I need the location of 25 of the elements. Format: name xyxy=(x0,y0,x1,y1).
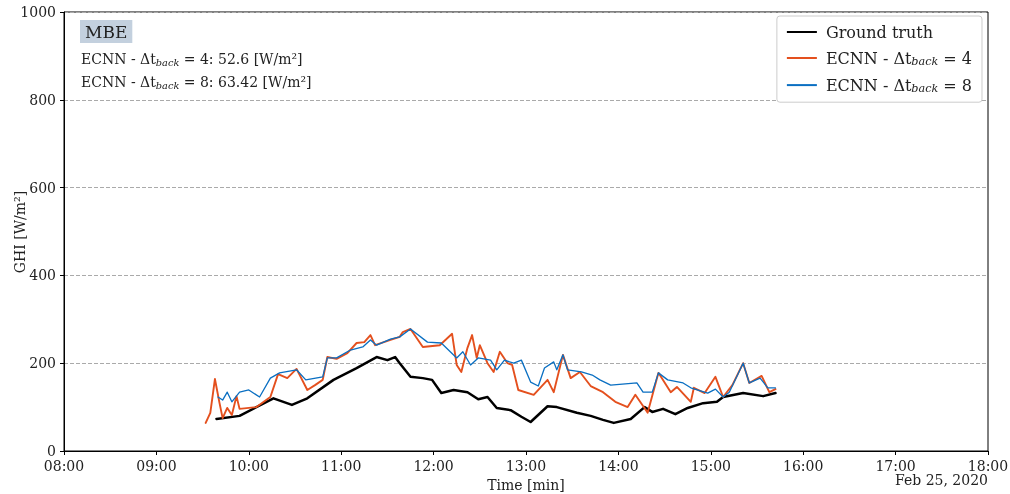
y-tick-label: 1000 xyxy=(20,4,56,20)
x-tick-label: 17:00 xyxy=(875,458,916,474)
x-axis-title: Time [min] xyxy=(487,476,565,493)
y-tick-label: 200 xyxy=(29,355,56,372)
x-tick-label: 11:00 xyxy=(321,458,362,474)
y-tick-label: 600 xyxy=(29,179,56,196)
y-axis-title: GHI [W/m²] xyxy=(12,190,28,274)
x-tick-label: 12:00 xyxy=(413,458,454,474)
line-series xyxy=(217,328,777,403)
text: Feb 25, 2020 xyxy=(895,472,989,488)
x-tick-label: 16:00 xyxy=(783,458,824,474)
x-tick-label: 14:00 xyxy=(598,458,639,474)
x-tick-label: 09:00 xyxy=(136,458,177,474)
x-tick-label: 15:00 xyxy=(690,458,731,474)
y-tick-label: 0 xyxy=(47,443,56,459)
x-tick-label: 10:00 xyxy=(228,458,269,474)
x-tick-label: 13:00 xyxy=(505,458,547,474)
y-tick-label: 400 xyxy=(29,267,56,284)
legend-label: Ground truth xyxy=(825,22,934,42)
x-tick-label: 18:00 xyxy=(967,458,1009,474)
line-series xyxy=(204,328,777,424)
y-tick-label: 800 xyxy=(29,91,56,108)
line-series xyxy=(215,355,777,425)
annotation: MBE xyxy=(85,21,128,42)
x-tick-label: 08:00 xyxy=(43,458,85,474)
